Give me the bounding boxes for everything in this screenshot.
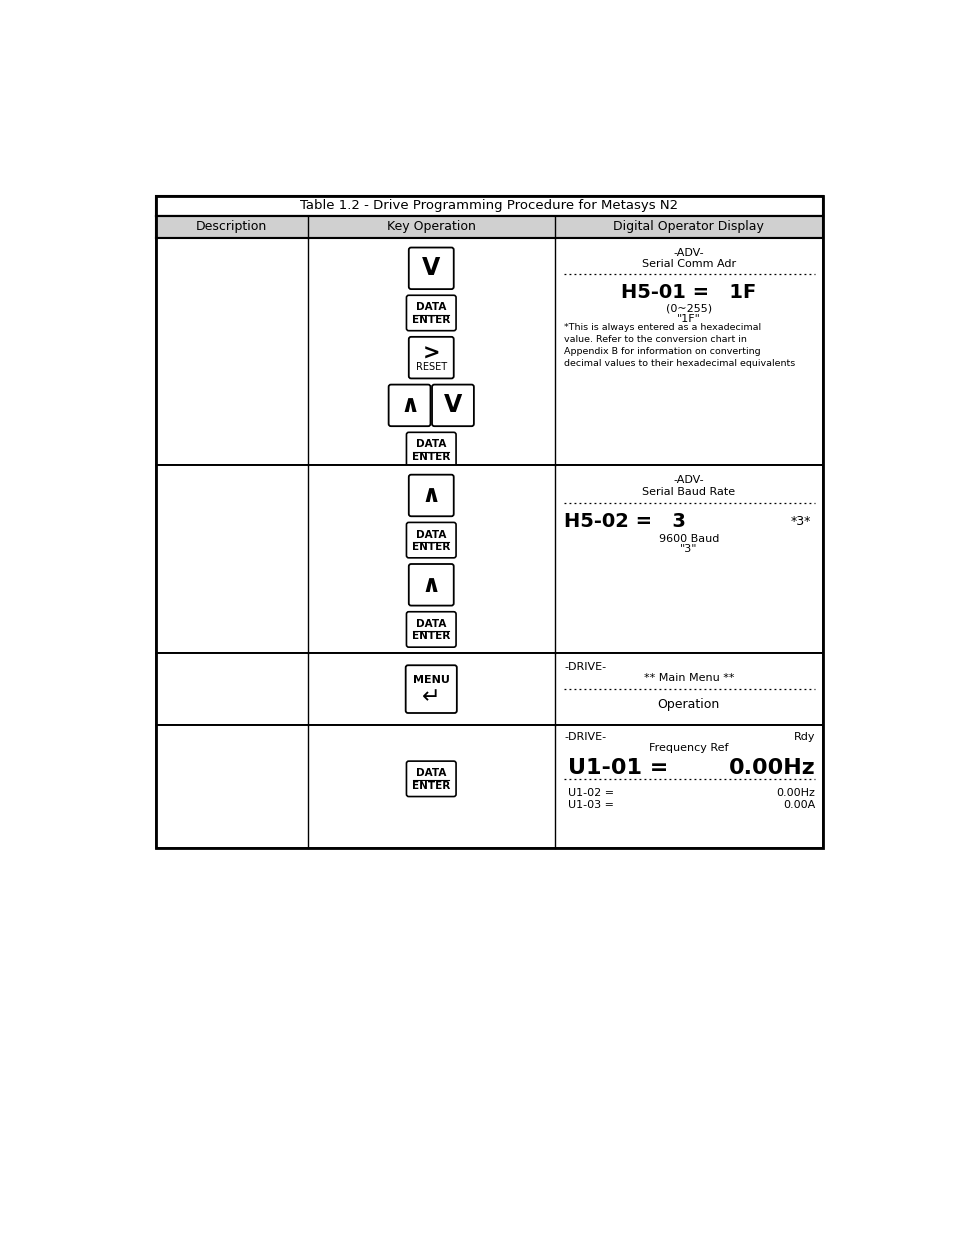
Text: (0~255): (0~255) xyxy=(665,304,711,314)
Text: 9600 Baud: 9600 Baud xyxy=(658,534,719,543)
Text: ∧: ∧ xyxy=(399,394,418,417)
Text: Serial Baud Rate: Serial Baud Rate xyxy=(641,488,735,498)
Text: -DRIVE-: -DRIVE- xyxy=(563,662,605,672)
Text: ∧: ∧ xyxy=(421,573,440,597)
Text: ENTER: ENTER xyxy=(412,315,450,325)
Text: DATA: DATA xyxy=(416,530,446,540)
Text: -ADV-: -ADV- xyxy=(673,248,703,258)
Text: 0.00A: 0.00A xyxy=(782,800,815,810)
Text: U1-02 =: U1-02 = xyxy=(567,788,614,798)
FancyBboxPatch shape xyxy=(406,522,456,558)
Bar xyxy=(155,196,822,216)
FancyBboxPatch shape xyxy=(408,337,454,378)
FancyBboxPatch shape xyxy=(408,474,454,516)
Text: H5-02 =   3: H5-02 = 3 xyxy=(563,513,685,531)
Text: Table 1.2 - Drive Programming Procedure for Metasys N2: Table 1.2 - Drive Programming Procedure … xyxy=(300,199,678,212)
Text: U1-03 =: U1-03 = xyxy=(567,800,613,810)
FancyBboxPatch shape xyxy=(408,564,454,605)
Text: RESET: RESET xyxy=(416,362,446,372)
Text: Rdy: Rdy xyxy=(793,732,815,742)
Text: *This is always entered as a hexadecimal
value. Refer to the conversion chart in: *This is always entered as a hexadecimal… xyxy=(563,324,795,368)
FancyBboxPatch shape xyxy=(406,432,456,468)
FancyBboxPatch shape xyxy=(405,666,456,713)
Text: ↵: ↵ xyxy=(421,687,440,706)
Text: MENU: MENU xyxy=(413,674,449,684)
FancyBboxPatch shape xyxy=(406,761,456,797)
Text: -DRIVE-: -DRIVE- xyxy=(563,732,605,742)
FancyBboxPatch shape xyxy=(406,611,456,647)
Text: U1-01 =: U1-01 = xyxy=(567,758,667,778)
Text: "1F": "1F" xyxy=(677,314,700,324)
Text: Description: Description xyxy=(196,220,267,233)
Bar xyxy=(155,196,822,848)
Text: ** Main Menu **: ** Main Menu ** xyxy=(643,673,733,683)
Text: ENTER: ENTER xyxy=(412,781,450,790)
Text: Operation: Operation xyxy=(657,698,720,710)
Text: Frequency Ref: Frequency Ref xyxy=(648,743,728,753)
Text: Serial Comm Adr: Serial Comm Adr xyxy=(641,258,735,269)
Bar xyxy=(155,653,822,725)
Text: "3": "3" xyxy=(679,545,697,555)
Text: DATA: DATA xyxy=(416,440,446,450)
Text: H5-01 =   1F: H5-01 = 1F xyxy=(620,284,756,303)
Bar xyxy=(155,216,822,237)
FancyBboxPatch shape xyxy=(432,384,474,426)
Text: 0.00Hz: 0.00Hz xyxy=(728,758,815,778)
Text: ENTER: ENTER xyxy=(412,542,450,552)
Text: V: V xyxy=(443,394,461,417)
Text: V: V xyxy=(421,257,440,280)
Text: >: > xyxy=(422,343,439,364)
Text: Digital Operator Display: Digital Operator Display xyxy=(613,220,763,233)
Bar xyxy=(155,725,822,848)
Text: Key Operation: Key Operation xyxy=(386,220,476,233)
FancyBboxPatch shape xyxy=(388,384,430,426)
Text: ENTER: ENTER xyxy=(412,631,450,641)
Text: *3*: *3* xyxy=(790,515,810,529)
Text: ∧: ∧ xyxy=(421,483,440,508)
Text: ENTER: ENTER xyxy=(412,452,450,462)
Text: -ADV-: -ADV- xyxy=(673,475,703,485)
FancyBboxPatch shape xyxy=(406,295,456,331)
FancyBboxPatch shape xyxy=(408,247,454,289)
Text: DATA: DATA xyxy=(416,768,446,778)
Text: 0.00Hz: 0.00Hz xyxy=(776,788,815,798)
Text: DATA: DATA xyxy=(416,303,446,312)
Text: DATA: DATA xyxy=(416,619,446,629)
Bar xyxy=(155,237,822,464)
Bar xyxy=(155,464,822,653)
